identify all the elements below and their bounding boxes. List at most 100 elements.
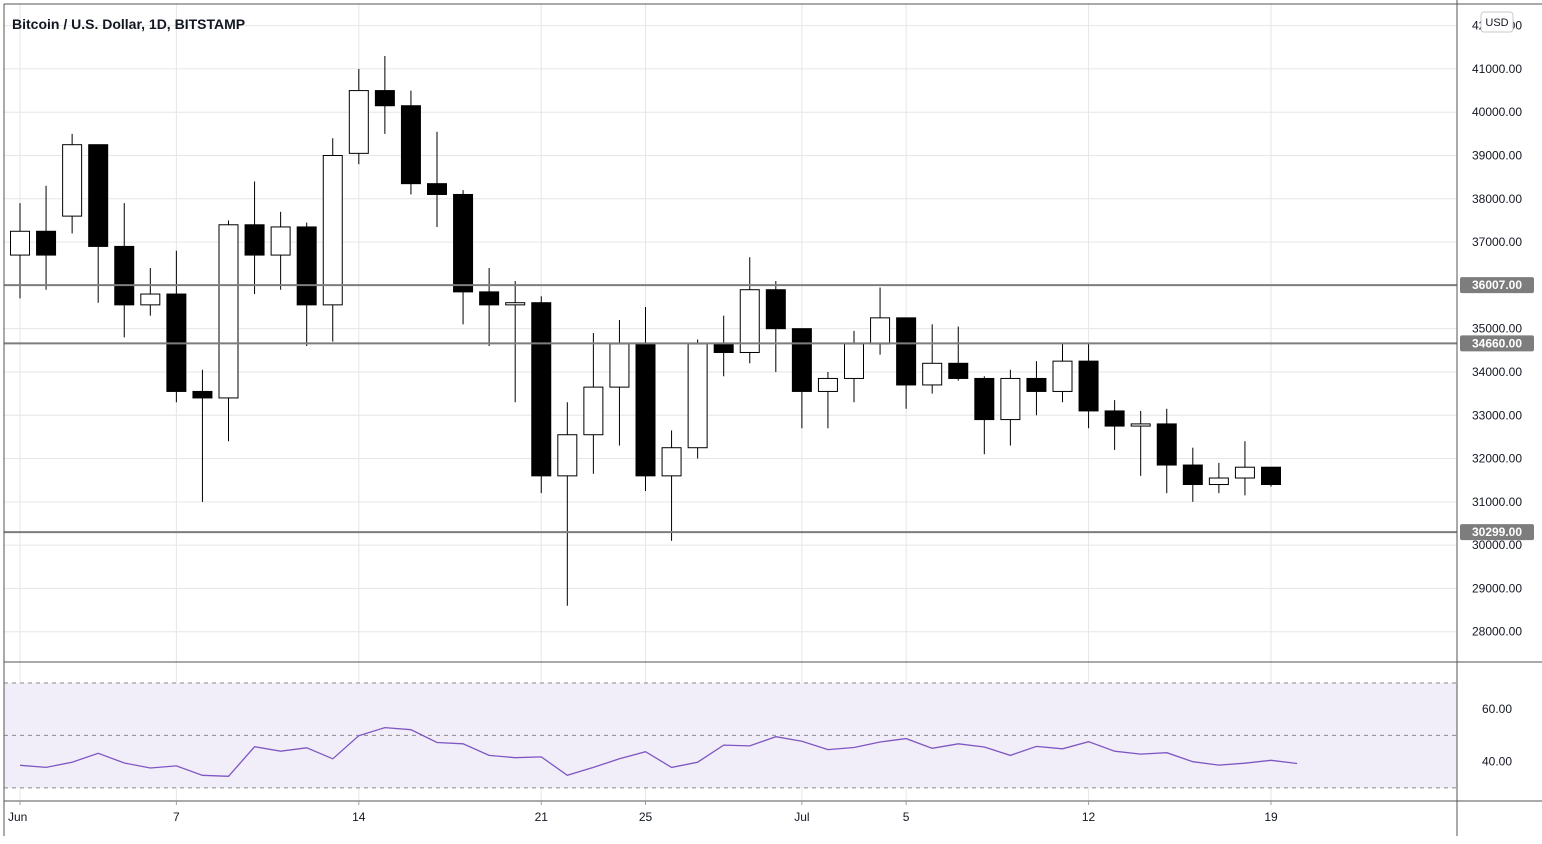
candle-body-up xyxy=(348,90,369,154)
candle xyxy=(583,333,604,474)
time-tick-label: Jun xyxy=(8,810,27,824)
candle-body-down xyxy=(479,291,500,306)
candle-body-down xyxy=(374,90,395,107)
candle xyxy=(713,315,734,377)
level-price-badge xyxy=(1460,335,1534,352)
candle-body-up xyxy=(922,362,943,386)
rsi-tick-label: 60.00 xyxy=(1482,702,1512,716)
level-price-label: 34660.00 xyxy=(1472,336,1522,350)
candle xyxy=(192,369,213,502)
price-axis[interactable]: 42000.0041000.0040000.0039000.0038000.00… xyxy=(1472,19,1522,769)
candle xyxy=(10,203,30,299)
candle xyxy=(1026,361,1047,416)
candle xyxy=(661,430,682,541)
price-tick-label: 28000.00 xyxy=(1472,625,1522,639)
horizontal-levels[interactable]: 36007.00 34660.00 30299.00 xyxy=(4,277,1534,541)
candle-body-down xyxy=(948,362,969,379)
candle-body-down xyxy=(531,302,552,477)
rsi-line xyxy=(19,726,1298,777)
time-tick-label: 25 xyxy=(639,810,653,824)
candle xyxy=(948,326,969,381)
candle-body-up xyxy=(270,226,291,256)
candle xyxy=(1078,343,1099,429)
candle-body-down xyxy=(36,230,57,256)
candle-body-down xyxy=(1182,464,1203,486)
candle xyxy=(1104,400,1125,450)
candle-body-down xyxy=(713,343,734,353)
candle-body-up xyxy=(10,230,30,256)
candle-body-up xyxy=(62,144,83,217)
candle xyxy=(635,307,656,492)
time-axis[interactable]: Jun 7 14 21 25 Jul 5 12 19 xyxy=(8,801,1278,824)
price-tick-label: 34000.00 xyxy=(1472,365,1522,379)
candle xyxy=(765,281,786,372)
candle xyxy=(739,257,760,364)
candle-body-down xyxy=(791,328,812,392)
level-price-label: 30299.00 xyxy=(1472,525,1522,539)
candle xyxy=(974,376,995,455)
candle-body-down xyxy=(1156,423,1177,466)
candle-body-up xyxy=(870,317,891,345)
candle-body-down xyxy=(896,317,917,386)
candle-body-up xyxy=(218,224,239,399)
candle-body-up xyxy=(583,386,604,436)
price-tick-label: 33000.00 xyxy=(1472,408,1522,422)
candle-body-up xyxy=(739,289,760,353)
candle xyxy=(505,281,526,403)
candle xyxy=(453,190,474,325)
candle-body-up xyxy=(1234,466,1255,479)
candle xyxy=(479,268,500,346)
chart-frame xyxy=(3,0,1542,836)
candle xyxy=(218,220,239,442)
candle xyxy=(1182,447,1203,502)
price-tick-label: 37000.00 xyxy=(1472,235,1522,249)
candle xyxy=(1156,408,1177,494)
candle-body-up xyxy=(817,377,838,392)
candle xyxy=(62,133,83,234)
candle-body-down xyxy=(1261,466,1281,486)
candle xyxy=(270,211,291,290)
candle xyxy=(427,131,447,227)
candle xyxy=(531,296,552,494)
candle xyxy=(896,317,917,409)
candle-body-up xyxy=(1000,377,1021,421)
candle-body-down xyxy=(114,245,135,306)
candle-body-up xyxy=(140,293,161,306)
price-tick-label: 39000.00 xyxy=(1472,149,1522,163)
candle xyxy=(166,250,187,403)
candle-body-up xyxy=(557,434,578,477)
price-tick-label: 41000.00 xyxy=(1472,62,1522,76)
price-tick-label: 35000.00 xyxy=(1472,322,1522,336)
candle-body-down xyxy=(427,183,447,195)
candle-body-down xyxy=(974,377,995,421)
currency-button-label[interactable]: USD xyxy=(1485,17,1508,29)
candle-body-up xyxy=(1130,423,1151,427)
candle-body-down xyxy=(400,105,421,185)
currency-button-bg[interactable] xyxy=(1480,11,1514,33)
candle-body-down xyxy=(765,289,786,330)
candle-body-down xyxy=(1026,377,1047,392)
candle-body-up xyxy=(322,155,343,306)
candle xyxy=(348,68,369,165)
currency-button[interactable]: USD xyxy=(1480,11,1514,33)
price-tick-label: 38000.00 xyxy=(1472,192,1522,206)
candle-body-up xyxy=(505,302,526,306)
candle-body-up xyxy=(661,447,682,477)
candle xyxy=(88,144,109,303)
time-tick-label: Jul xyxy=(794,810,809,824)
candle-body-down xyxy=(88,144,109,247)
grid xyxy=(4,4,1457,801)
time-tick-label: 5 xyxy=(903,810,910,824)
candle xyxy=(687,339,708,459)
candle-body-up xyxy=(844,343,864,379)
level-price-badge xyxy=(1460,524,1534,541)
rsi-pane xyxy=(4,682,1457,789)
candle xyxy=(400,90,421,195)
candle-body-up xyxy=(1208,477,1229,486)
candle-body-down xyxy=(635,343,656,477)
candle xyxy=(1234,441,1255,496)
candle-body-down xyxy=(296,226,317,306)
candle xyxy=(1000,369,1021,446)
